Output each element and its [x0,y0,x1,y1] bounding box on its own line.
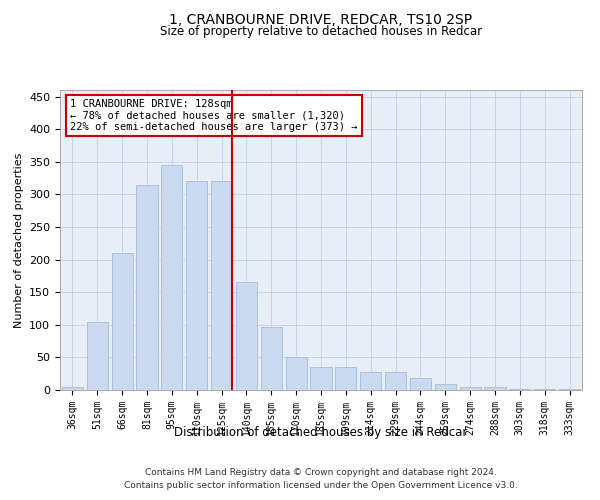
Bar [286,358,307,390]
Bar [236,282,257,390]
Bar [62,386,83,390]
Bar [112,253,133,390]
Text: 1, CRANBOURNE DRIVE, REDCAR, TS10 2SP: 1, CRANBOURNE DRIVE, REDCAR, TS10 2SP [169,12,473,26]
Bar [310,367,332,390]
Bar [460,386,481,390]
Text: Contains public sector information licensed under the Open Government Licence v3: Contains public sector information licen… [124,480,518,490]
Text: Distribution of detached houses by size in Redcar: Distribution of detached houses by size … [175,426,467,439]
Bar [360,372,381,390]
Bar [186,182,207,390]
Bar [410,378,431,390]
Bar [161,165,182,390]
Bar [484,386,506,390]
Bar [136,184,158,390]
Text: Size of property relative to detached houses in Redcar: Size of property relative to detached ho… [160,25,482,38]
Bar [435,384,456,390]
Bar [335,367,356,390]
Bar [261,326,282,390]
Bar [385,372,406,390]
Bar [87,322,108,390]
Bar [509,388,530,390]
Bar [211,182,232,390]
Text: Contains HM Land Registry data © Crown copyright and database right 2024.: Contains HM Land Registry data © Crown c… [145,468,497,477]
Y-axis label: Number of detached properties: Number of detached properties [14,152,23,328]
Text: 1 CRANBOURNE DRIVE: 128sqm
← 78% of detached houses are smaller (1,320)
22% of s: 1 CRANBOURNE DRIVE: 128sqm ← 78% of deta… [70,99,358,132]
